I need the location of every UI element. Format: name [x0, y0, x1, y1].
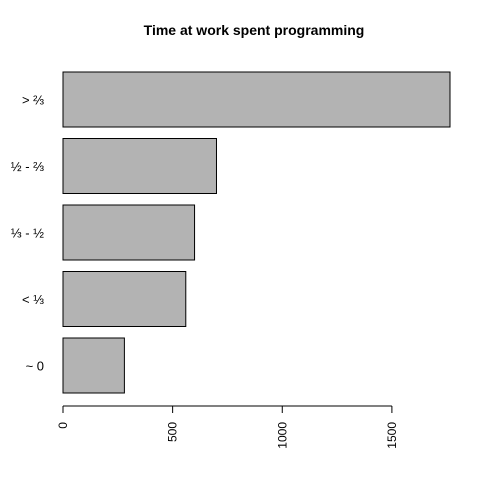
x-tick-label-2: 1000	[275, 422, 289, 449]
category-label-4: > ⅔	[22, 93, 44, 108]
bars-group	[62, 71, 451, 394]
x-tick-label-1: 500	[166, 422, 180, 442]
bar-2	[62, 204, 196, 261]
x-axis: 0 500 1000 1500	[56, 405, 399, 449]
bar-4	[62, 71, 451, 128]
x-tick-label-0: 0	[56, 422, 70, 429]
x-tick-label-3: 1500	[385, 422, 399, 449]
category-label-2: ⅓ - ½	[11, 226, 44, 241]
bar-3	[62, 138, 217, 194]
category-label-1: < ⅓	[22, 292, 44, 307]
bar-0	[62, 337, 125, 394]
chart-title: Time at work spent programming	[144, 22, 365, 38]
category-label-3: ½ - ⅔	[11, 159, 44, 174]
category-labels: ~ 0 < ⅓ ⅓ - ½ ½ - ⅔ > ⅔	[11, 93, 44, 374]
bar-1	[62, 271, 187, 327]
category-label-0: ~ 0	[26, 359, 44, 374]
